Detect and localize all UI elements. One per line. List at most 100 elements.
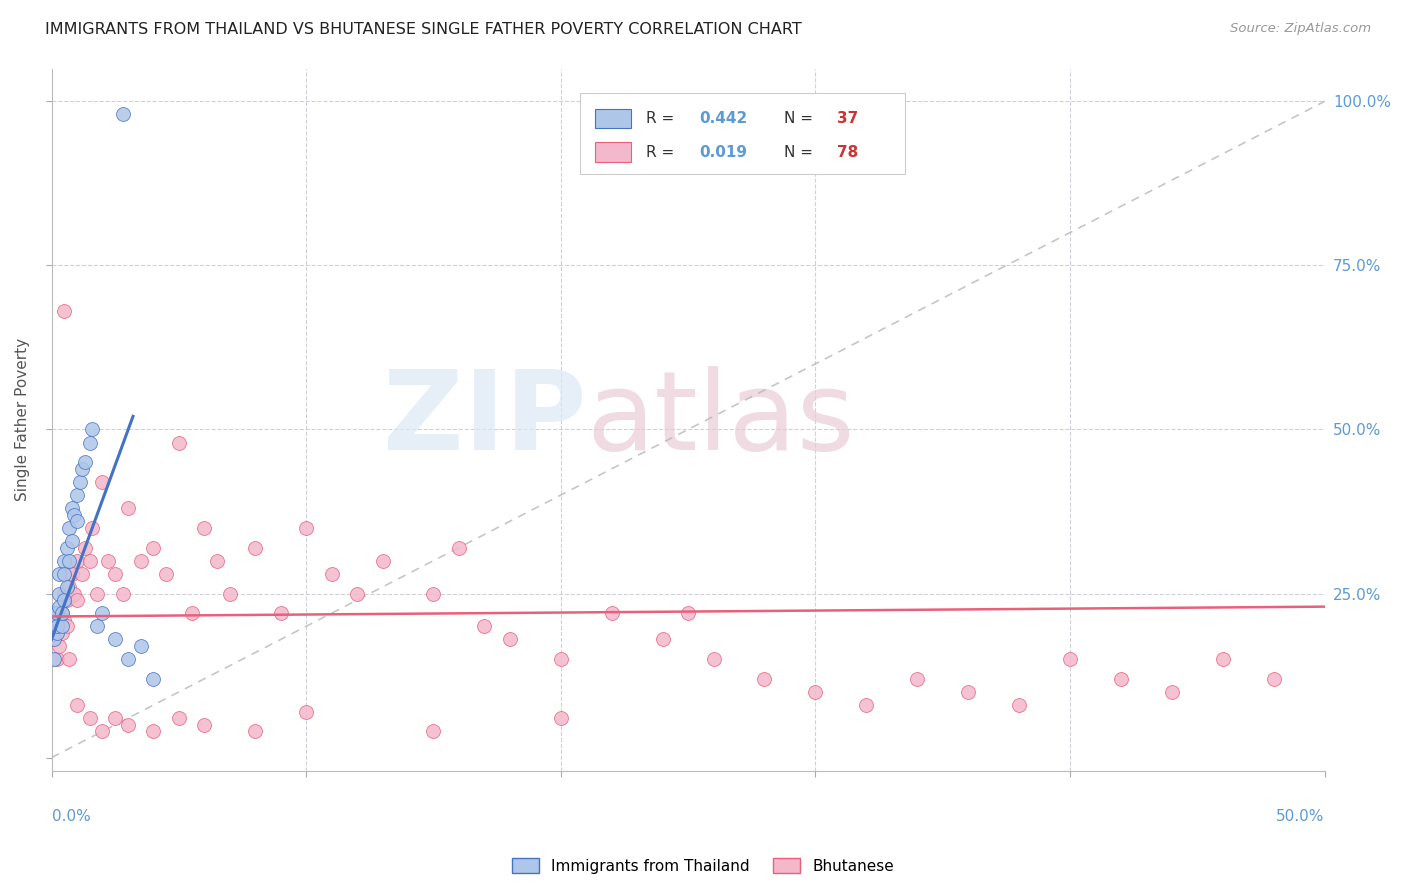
Point	[142, 672, 165, 686]
Point	[104, 566, 127, 581]
Point	[117, 501, 139, 516]
Point	[70, 462, 93, 476]
Point	[48, 599, 70, 614]
Point	[245, 724, 267, 739]
Point	[117, 652, 139, 666]
Point	[63, 508, 86, 522]
Point	[321, 566, 343, 581]
Point	[66, 698, 89, 712]
Point	[58, 554, 80, 568]
Point	[42, 619, 65, 633]
Point	[1059, 652, 1081, 666]
Point	[371, 554, 394, 568]
Point	[155, 566, 177, 581]
Point	[42, 606, 65, 620]
Point	[60, 534, 83, 549]
Point	[58, 652, 80, 666]
Point	[104, 711, 127, 725]
Point	[48, 606, 70, 620]
Text: ZIP: ZIP	[382, 366, 586, 473]
Point	[422, 724, 444, 739]
Point	[193, 521, 215, 535]
Point	[82, 521, 104, 535]
Point	[550, 652, 572, 666]
Point	[193, 718, 215, 732]
Point	[58, 521, 80, 535]
Legend: Immigrants from Thailand, Bhutanese: Immigrants from Thailand, Bhutanese	[506, 852, 900, 880]
Point	[1160, 685, 1182, 699]
Point	[42, 619, 65, 633]
Point	[56, 580, 79, 594]
Point	[600, 606, 623, 620]
Point	[111, 107, 134, 121]
Point	[167, 711, 190, 725]
Point	[205, 554, 228, 568]
Point	[218, 586, 240, 600]
Point	[86, 586, 108, 600]
Text: atlas: atlas	[586, 366, 855, 473]
Point	[91, 724, 114, 739]
Point	[45, 619, 67, 633]
Point	[346, 586, 368, 600]
Point	[104, 632, 127, 647]
Point	[63, 586, 86, 600]
Point	[86, 619, 108, 633]
Point	[66, 514, 89, 528]
Text: N =: N =	[783, 145, 817, 160]
Text: 0.0%: 0.0%	[52, 809, 90, 824]
Point	[70, 566, 93, 581]
Point	[56, 619, 79, 633]
Bar	[595, 142, 631, 162]
Point	[53, 613, 76, 627]
Point	[79, 711, 101, 725]
Point	[855, 698, 877, 712]
Point	[295, 521, 318, 535]
Text: 37: 37	[837, 111, 858, 126]
Point	[142, 724, 165, 739]
Text: 78: 78	[837, 145, 858, 160]
Point	[53, 586, 76, 600]
Point	[48, 586, 70, 600]
Point	[79, 435, 101, 450]
Point	[499, 632, 522, 647]
Point	[167, 435, 190, 450]
Text: IMMIGRANTS FROM THAILAND VS BHUTANESE SINGLE FATHER POVERTY CORRELATION CHART: IMMIGRANTS FROM THAILAND VS BHUTANESE SI…	[45, 22, 801, 37]
Point	[48, 566, 70, 581]
Point	[91, 606, 114, 620]
Point	[1263, 672, 1285, 686]
Point	[45, 652, 67, 666]
Point	[56, 541, 79, 555]
Point	[60, 501, 83, 516]
Point	[56, 593, 79, 607]
Point	[66, 593, 89, 607]
Point	[69, 475, 91, 489]
Point	[51, 619, 73, 633]
Point	[42, 652, 65, 666]
Point	[48, 619, 70, 633]
Point	[58, 580, 80, 594]
Point	[111, 586, 134, 600]
Point	[79, 554, 101, 568]
Point	[51, 606, 73, 620]
Point	[51, 626, 73, 640]
Point	[53, 593, 76, 607]
Text: R =: R =	[647, 111, 679, 126]
Point	[129, 554, 152, 568]
Point	[53, 304, 76, 318]
Point	[129, 639, 152, 653]
Point	[550, 711, 572, 725]
Point	[45, 626, 67, 640]
Point	[270, 606, 292, 620]
Point	[1212, 652, 1234, 666]
Point	[66, 488, 89, 502]
Point	[804, 685, 827, 699]
Point	[45, 606, 67, 620]
Point	[45, 626, 67, 640]
Bar	[595, 109, 631, 128]
Text: 0.442: 0.442	[700, 111, 748, 126]
Point	[651, 632, 673, 647]
Point	[53, 566, 76, 581]
Text: R =: R =	[647, 145, 679, 160]
Point	[58, 566, 80, 581]
Point	[295, 705, 318, 719]
